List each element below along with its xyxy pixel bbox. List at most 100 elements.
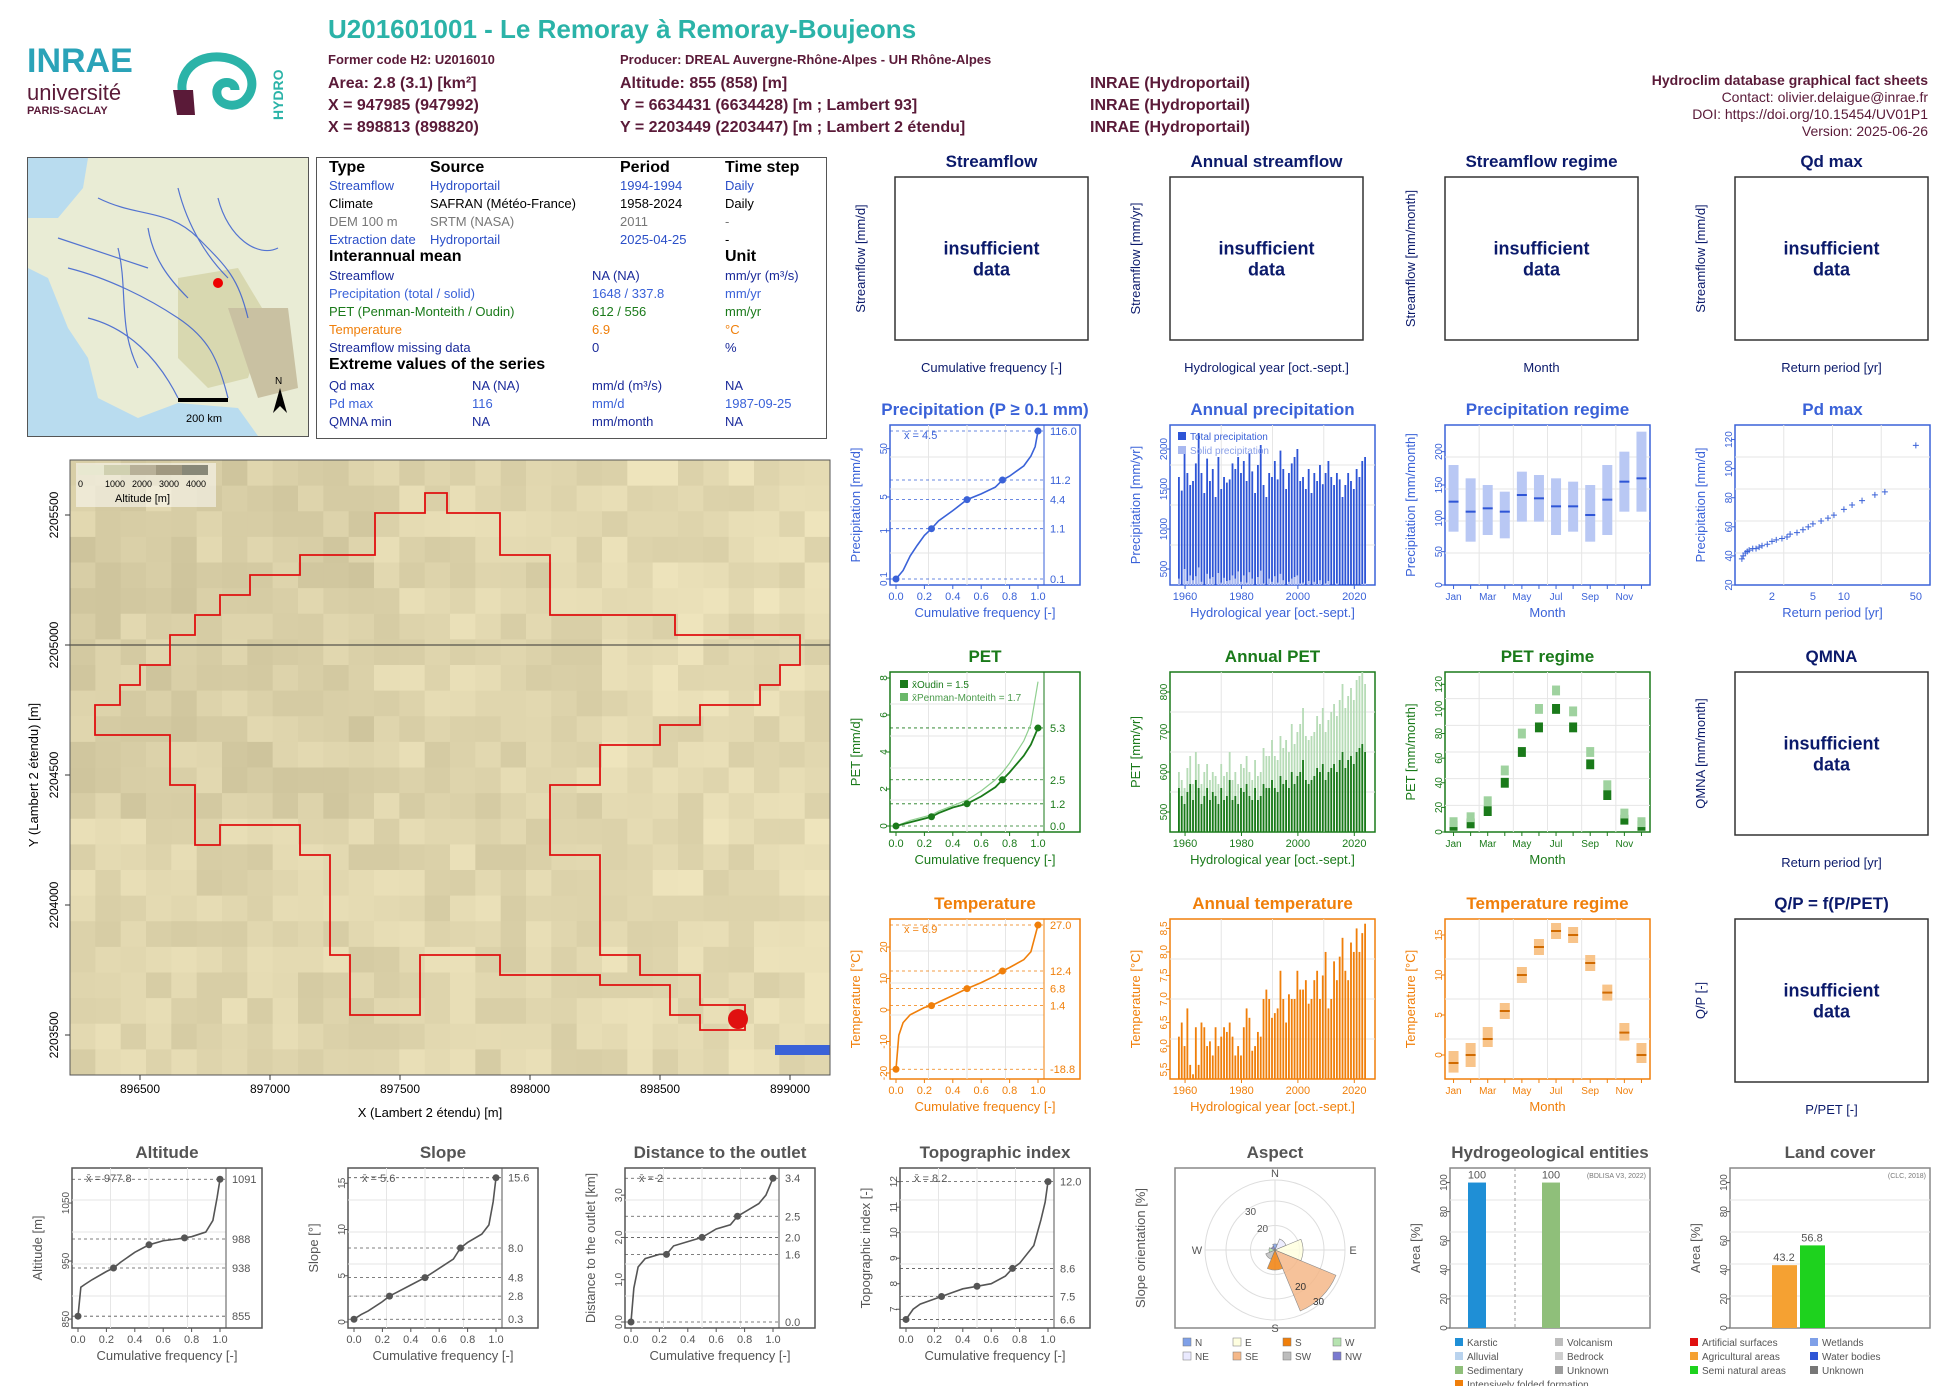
year-bar	[1350, 942, 1352, 1079]
year-bar	[1293, 999, 1296, 1079]
dem-tile	[703, 511, 730, 538]
ext-pd-label: Pd max	[329, 396, 374, 411]
dem-tile	[298, 767, 324, 794]
year-bar	[1223, 477, 1225, 585]
dem-tile	[652, 639, 679, 666]
year-bar	[1293, 457, 1296, 585]
source-note: (BDLISA V3, 2022)	[1587, 1173, 1646, 1180]
slope-panel: Slope Cumulative frequency [-] Slope [°] 0.…	[306, 1143, 539, 1363]
year-bar	[1313, 776, 1316, 832]
dem-tile	[804, 639, 831, 666]
year-bar	[1341, 752, 1344, 832]
hydrogeo-panel: Hydrogeological entities Area [%] (BDLISA …	[1408, 1143, 1651, 1386]
dem-tile	[804, 767, 831, 794]
source-3: INRAE (Hydroportail)	[1090, 119, 1250, 136]
dem-tile	[120, 690, 147, 717]
dem-tile	[399, 793, 426, 820]
y-tick-label: 0	[879, 1007, 890, 1013]
dem-tile	[526, 690, 552, 717]
year-bar	[1197, 1064, 1200, 1079]
dem-tile	[323, 716, 350, 743]
year-bar	[1361, 933, 1364, 1079]
france-minimap: 200 km N	[27, 157, 309, 437]
dem-tile	[374, 767, 400, 794]
year-bar	[1234, 1055, 1237, 1079]
year-bar	[1293, 577, 1296, 585]
year-bar	[1319, 772, 1321, 832]
year-bar	[1304, 489, 1307, 585]
year-bar	[1299, 481, 1302, 585]
dem-tile	[70, 793, 96, 820]
dem-tile	[576, 665, 603, 692]
row-dem-source: SRTM (NASA)	[430, 214, 515, 229]
dem-tile	[804, 485, 831, 512]
quantile-point	[1044, 1178, 1052, 1186]
year-bar	[1245, 481, 1248, 585]
y-axis-label: QMNA [mm/month]	[1693, 698, 1708, 809]
dem-tile	[171, 716, 198, 743]
dem-tile	[754, 588, 780, 615]
year-bar	[1234, 469, 1237, 585]
year-bar	[1271, 477, 1273, 585]
x-tick-label: Jan	[1445, 1086, 1461, 1097]
year-bar	[1214, 796, 1217, 832]
year-bar	[1282, 999, 1285, 1079]
insufficient-label: insufficient	[943, 239, 1039, 259]
year-bar	[1344, 485, 1347, 585]
dem-tile	[399, 613, 426, 640]
dem-tile	[272, 588, 299, 615]
y-tick-label: 0	[1434, 1052, 1445, 1058]
year-bar	[1251, 800, 1254, 832]
dem-tile	[450, 741, 476, 768]
right-tick-label: 12.4	[1050, 966, 1071, 978]
year-bar	[1364, 752, 1366, 832]
year-bar	[1200, 581, 1203, 585]
dem-tile	[754, 511, 780, 538]
quantile-point	[1009, 1264, 1016, 1272]
dem-tile	[627, 460, 654, 487]
legend-label: NW	[1345, 1352, 1362, 1363]
row-extract-step: -	[725, 232, 730, 247]
dem-tile	[70, 562, 96, 589]
dem-tile	[779, 716, 806, 743]
insufficient-label: data	[973, 260, 1011, 280]
dem-tile	[348, 485, 375, 512]
y-tick-label: 10	[879, 973, 890, 985]
dem-tile	[652, 767, 679, 794]
x-tick-label: 1.0	[1040, 1334, 1055, 1346]
year-bar	[1192, 1074, 1194, 1079]
y-tick-label: 10	[337, 1224, 348, 1236]
y-axis-label: Area [%]	[1688, 1223, 1703, 1273]
dem-tile	[728, 767, 755, 794]
dem-tile	[374, 485, 400, 512]
box-oudin	[1534, 722, 1543, 733]
y-tick-label: 1	[879, 527, 890, 533]
dem-tile	[348, 793, 375, 820]
mean-missing-label: Streamflow missing data	[329, 340, 471, 355]
dem-tile	[171, 767, 198, 794]
x-tick-label: 1960	[1173, 838, 1197, 850]
year-bar	[1299, 772, 1302, 832]
insufficient-label: insufficient	[1783, 734, 1879, 754]
row-climate-step: Daily	[725, 196, 754, 211]
mean-label: x̄ = 2	[639, 1173, 663, 1185]
dem-tile	[475, 767, 502, 794]
dem-tile	[779, 536, 806, 563]
year-bar	[1228, 1022, 1231, 1079]
right-tick-label: 116.0	[1050, 426, 1077, 438]
dem-tile	[728, 460, 755, 487]
dem-tile	[348, 767, 375, 794]
legend-label: Volcanism	[1567, 1338, 1613, 1349]
dem-tile	[627, 741, 654, 768]
year-bar	[1324, 583, 1327, 585]
doi-link[interactable]: DOI: https://doi.org/10.15454/UV01P1	[1692, 106, 1928, 122]
x-tick-label: 0.4	[955, 1334, 970, 1346]
streamflow-panel: Streamflow Cumulative frequency [-] Stream…	[853, 152, 1089, 375]
year-bar	[1285, 1022, 1288, 1079]
mean-label: x̄ = 6.9	[904, 924, 937, 936]
year-bar	[1293, 784, 1296, 832]
panel-frame	[624, 1167, 816, 1329]
box-oudin	[1552, 704, 1561, 714]
dem-tile	[222, 588, 248, 615]
year-bar	[1324, 473, 1327, 585]
